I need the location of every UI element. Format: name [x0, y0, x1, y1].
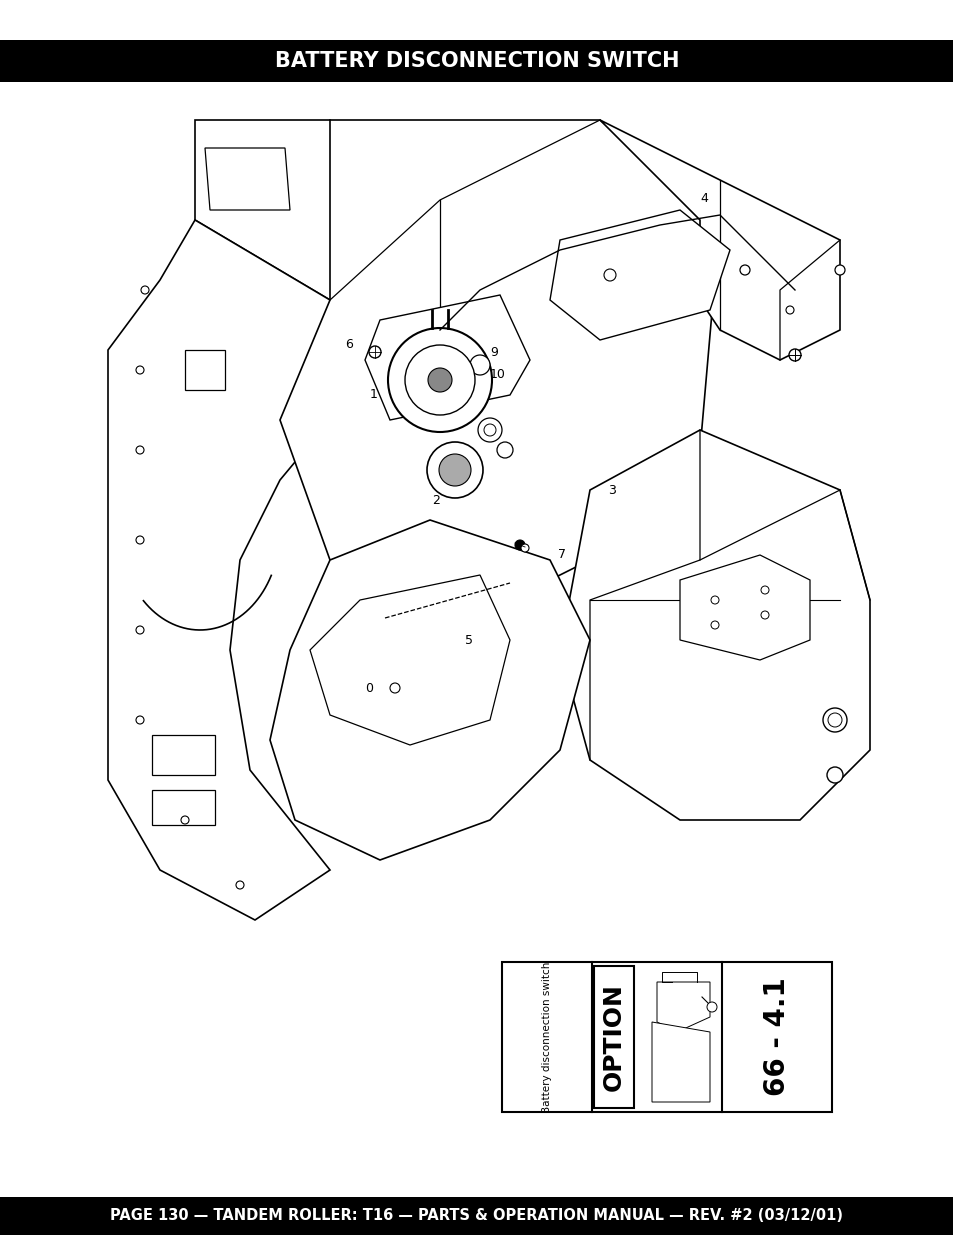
- Circle shape: [235, 881, 244, 889]
- Circle shape: [477, 417, 501, 442]
- Text: 9: 9: [490, 346, 497, 358]
- Polygon shape: [280, 120, 720, 640]
- Circle shape: [438, 454, 471, 487]
- Circle shape: [822, 708, 846, 732]
- Circle shape: [785, 306, 793, 314]
- Text: 66 - 4.1: 66 - 4.1: [762, 978, 790, 1097]
- Text: 0: 0: [365, 682, 373, 694]
- Circle shape: [740, 266, 749, 275]
- Circle shape: [136, 536, 144, 543]
- Circle shape: [483, 424, 496, 436]
- Text: OPTION: OPTION: [601, 983, 625, 1091]
- Circle shape: [515, 540, 524, 550]
- Polygon shape: [657, 982, 709, 1032]
- Polygon shape: [194, 120, 439, 300]
- Polygon shape: [310, 576, 510, 745]
- Circle shape: [428, 368, 452, 391]
- Text: 10: 10: [490, 368, 505, 382]
- Polygon shape: [108, 220, 330, 920]
- Circle shape: [390, 683, 399, 693]
- Polygon shape: [599, 120, 840, 359]
- Circle shape: [760, 611, 768, 619]
- Bar: [594, 966, 634, 1108]
- Circle shape: [181, 816, 189, 824]
- Circle shape: [710, 621, 719, 629]
- Circle shape: [788, 350, 801, 361]
- Bar: [501, 962, 831, 1112]
- Circle shape: [141, 287, 149, 294]
- Polygon shape: [559, 430, 869, 820]
- Polygon shape: [205, 148, 290, 210]
- Text: Battery disconnection switch: Battery disconnection switch: [541, 961, 552, 1113]
- Text: BATTERY DISCONNECTION SWITCH: BATTERY DISCONNECTION SWITCH: [274, 51, 679, 70]
- Polygon shape: [152, 790, 214, 825]
- Polygon shape: [270, 520, 589, 860]
- Polygon shape: [365, 295, 530, 420]
- Text: 5: 5: [464, 634, 473, 646]
- Circle shape: [603, 269, 616, 282]
- Polygon shape: [651, 1023, 709, 1102]
- Polygon shape: [185, 350, 225, 390]
- Circle shape: [834, 266, 844, 275]
- Text: 7: 7: [558, 548, 565, 562]
- Circle shape: [405, 345, 475, 415]
- Polygon shape: [679, 555, 809, 659]
- Text: 6: 6: [345, 338, 353, 352]
- Circle shape: [710, 597, 719, 604]
- Circle shape: [136, 716, 144, 724]
- Circle shape: [826, 767, 842, 783]
- Text: 3: 3: [607, 483, 616, 496]
- Polygon shape: [550, 210, 729, 340]
- Text: PAGE 130 — TANDEM ROLLER: T16 — PARTS & OPERATION MANUAL — REV. #2 (03/12/01): PAGE 130 — TANDEM ROLLER: T16 — PARTS & …: [111, 1209, 842, 1224]
- Bar: [0, 1197, 953, 1235]
- Text: 2: 2: [432, 494, 439, 506]
- Circle shape: [470, 354, 490, 375]
- Circle shape: [369, 346, 380, 358]
- Circle shape: [388, 329, 492, 432]
- Text: 4: 4: [700, 191, 707, 205]
- Text: 1: 1: [370, 389, 377, 401]
- Circle shape: [827, 713, 841, 727]
- Circle shape: [136, 446, 144, 454]
- Circle shape: [497, 442, 513, 458]
- Circle shape: [706, 1002, 717, 1011]
- Circle shape: [427, 442, 482, 498]
- Circle shape: [520, 543, 529, 552]
- Circle shape: [136, 626, 144, 634]
- Circle shape: [136, 366, 144, 374]
- Bar: [0, 40, 953, 82]
- Circle shape: [760, 585, 768, 594]
- Polygon shape: [152, 735, 214, 776]
